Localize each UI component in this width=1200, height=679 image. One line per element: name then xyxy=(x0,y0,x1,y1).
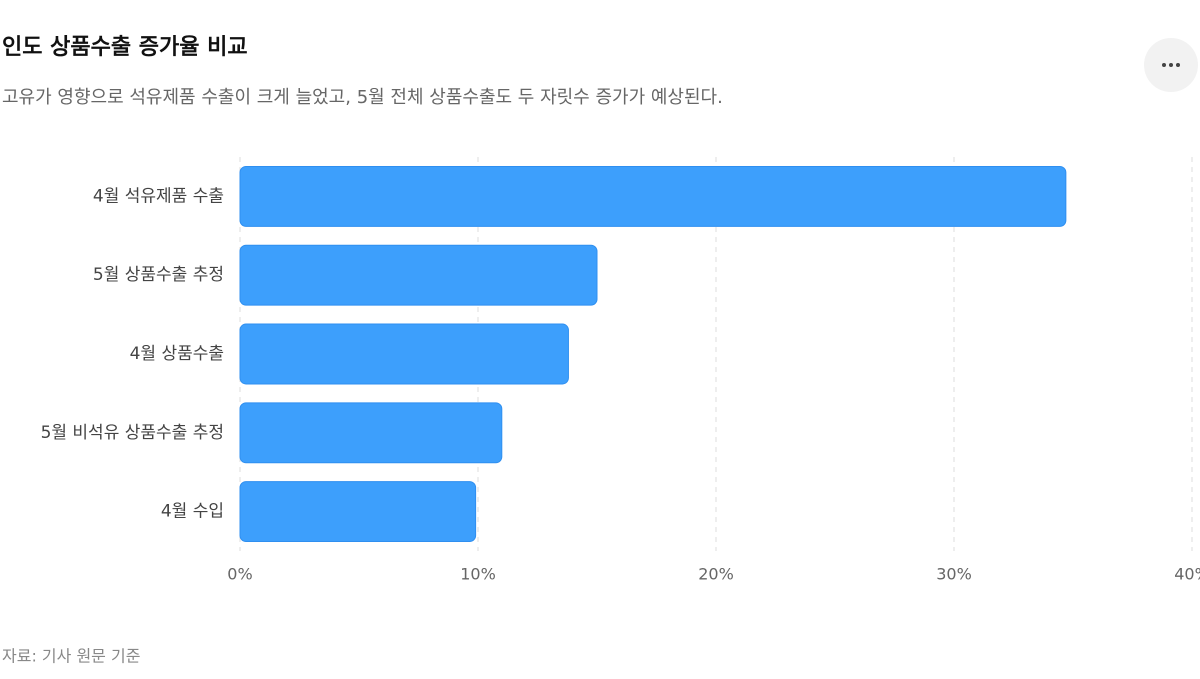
more-button[interactable] xyxy=(1144,38,1198,92)
bar xyxy=(239,481,477,543)
source-note: 자료: 기사 원문 기준 xyxy=(2,647,140,666)
y-tick-label: 4월 석유제품 수출 xyxy=(93,186,224,206)
bar xyxy=(239,244,598,306)
x-tick-label: 0% xyxy=(227,565,252,584)
dot xyxy=(1162,63,1166,67)
y-tick-label: 5월 비석유 상품수출 추정 xyxy=(41,423,224,443)
x-tick-label: 30% xyxy=(936,565,972,584)
dot xyxy=(1169,63,1173,67)
bar xyxy=(239,402,503,464)
bar xyxy=(239,323,569,385)
x-tick-label: 20% xyxy=(698,565,734,584)
dot xyxy=(1176,63,1180,67)
chart-subtitle: 고유가 영향으로 석유제품 수출이 크게 늘었고, 5월 전체 상품수출도 두 … xyxy=(2,87,723,108)
bar xyxy=(239,165,1067,227)
x-tick-label: 40% xyxy=(1174,565,1200,584)
chart-title: 인도 상품수출 증가율 비교 xyxy=(2,35,248,60)
x-tick-label: 10% xyxy=(460,565,496,584)
y-tick-label: 4월 수입 xyxy=(161,502,224,522)
y-tick-label: 4월 상품수출 xyxy=(130,344,224,364)
y-tick-label: 5월 상품수출 추정 xyxy=(93,265,224,285)
